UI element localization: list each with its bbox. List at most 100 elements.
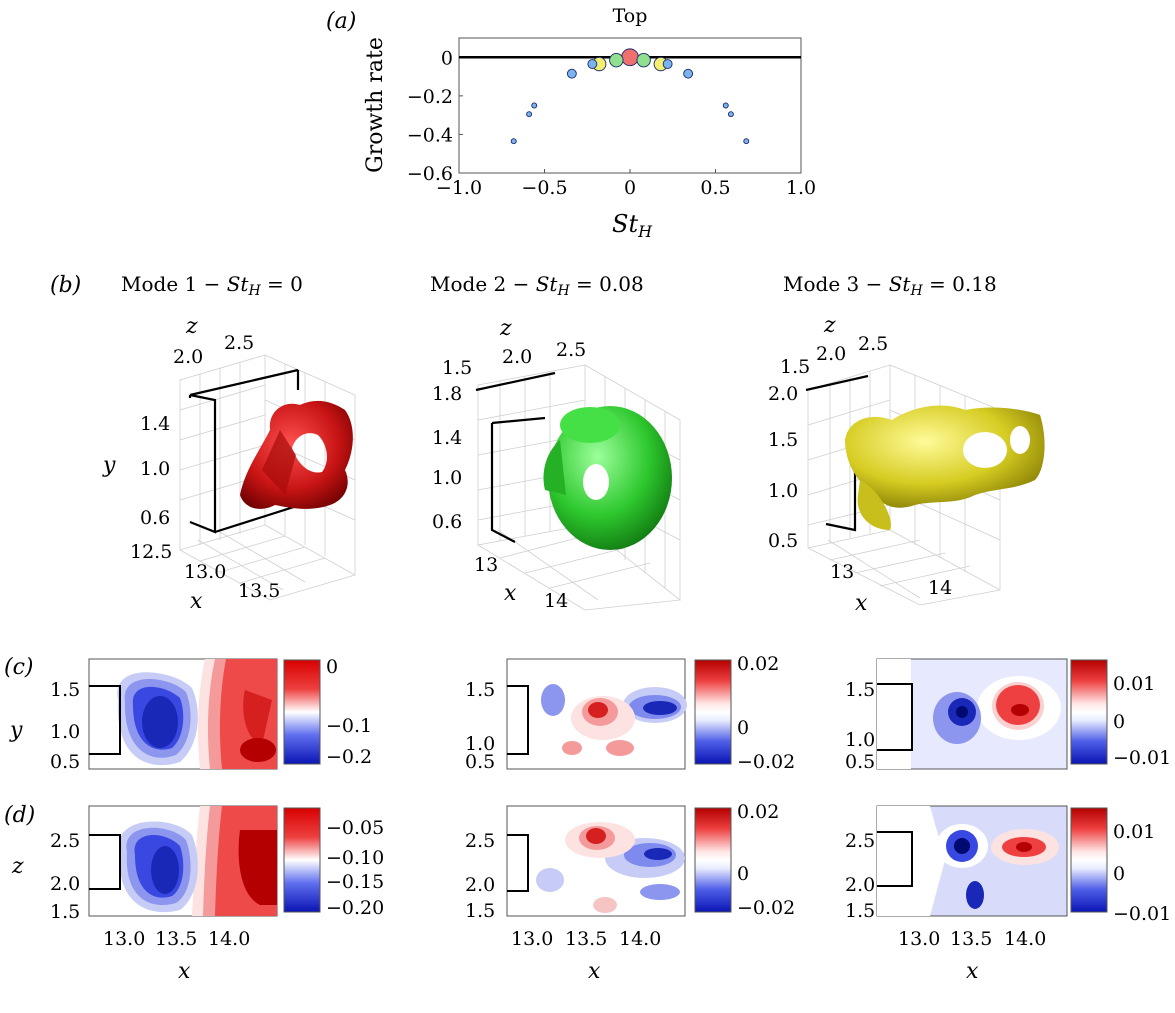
colorbar-tick: 0.02 — [737, 801, 779, 823]
colorbar-tick: −0.2 — [326, 746, 372, 768]
contour-d-mode-2 — [506, 805, 686, 917]
eigenvalue-point — [526, 111, 533, 118]
x-tick-label: 0.5 — [700, 177, 730, 199]
d-ytick: 2.0 — [465, 874, 495, 896]
z-tick: 2.0 — [173, 346, 203, 368]
eigenvalue-point — [609, 53, 624, 68]
x-tick: 14.0 — [1004, 928, 1046, 950]
y-tick: 2.0 — [768, 383, 798, 405]
d-ytick: 2.5 — [50, 830, 80, 852]
z-axis-label: z — [499, 316, 512, 341]
colorbar-tick: −0.20 — [326, 897, 384, 919]
colorbar-tick: −0.01 — [1113, 747, 1171, 769]
x-axis-label: x — [178, 959, 191, 984]
d-ytick: 1.5 — [465, 900, 495, 922]
mode-2-isosurface — [548, 406, 672, 550]
y-tick-label: −0.2 — [407, 86, 453, 108]
x-tick-label: 0 — [624, 177, 636, 199]
x-axis-label: StH — [612, 210, 653, 241]
eigenvalue-point — [722, 102, 729, 109]
y-tick-label: 0 — [441, 47, 453, 69]
y-tick: 0.5 — [768, 530, 798, 552]
z-tick: 2.0 — [502, 346, 532, 368]
y-tick: 0.6 — [140, 507, 170, 529]
x-axis-label: x — [855, 591, 868, 616]
colorbar-tick: −0.10 — [326, 847, 384, 869]
chart-title: Top — [613, 5, 648, 27]
panel-label-a: (a) — [326, 9, 356, 34]
eigenvalue-point — [566, 68, 577, 79]
y-tick: 1.0 — [768, 480, 798, 502]
x-tick: 13.0 — [898, 928, 940, 950]
colorbar-tick: −0.02 — [737, 897, 795, 919]
x-axis-label: x — [588, 959, 601, 984]
eigenvalue-point — [531, 102, 538, 109]
y-tick: 1.5 — [768, 429, 798, 451]
y-tick-label: −0.6 — [407, 163, 453, 185]
d-ytick: 2.0 — [845, 874, 875, 896]
colorbar-tick: 0 — [737, 863, 749, 885]
z-tick: 1.5 — [442, 357, 472, 379]
c-ytick: 1.0 — [50, 721, 80, 743]
panel-label-b: (b) — [50, 273, 81, 298]
y-axis-label: y — [102, 453, 116, 478]
mode-3-isosurface — [845, 405, 1045, 508]
colorbar-tick: 0 — [326, 656, 338, 678]
x-tick: 14 — [544, 590, 568, 612]
eigenvalue-point — [743, 138, 750, 145]
contour-c-mode-2 — [506, 658, 687, 770]
c-ytick: 1.0 — [845, 729, 875, 751]
z-tick: 2.0 — [816, 343, 846, 365]
colorbar-c3 — [1070, 659, 1108, 765]
x-tick: 13.0 — [103, 928, 145, 950]
colorbar-d3 — [1070, 807, 1108, 913]
y-tick-label: −0.4 — [407, 124, 453, 146]
colorbar-tick: −0.05 — [326, 817, 384, 839]
contour-d-mode-3 — [876, 805, 1068, 917]
y-tick: 1.4 — [140, 413, 170, 435]
c-ytick: 0.5 — [50, 751, 80, 773]
eigenvalue-point — [727, 111, 734, 118]
colorbar-d1 — [283, 807, 321, 913]
x-tick-label: −0.5 — [521, 177, 567, 199]
c-ytick: 1.0 — [465, 733, 495, 755]
panel-label-c: (c) — [4, 655, 34, 680]
x-axis-label: x — [190, 589, 203, 614]
x-tick-label: 1.0 — [786, 177, 816, 199]
contour-c-mode-1 — [88, 658, 278, 770]
colorbar-tick: 0 — [737, 717, 749, 739]
c-ylabel: y — [9, 718, 23, 743]
colorbar-d2 — [694, 807, 732, 913]
d-ytick: 2.5 — [845, 830, 875, 852]
x-tick: 13.5 — [565, 928, 607, 950]
eigenvalue-point — [636, 53, 651, 68]
c-ytick: 0.5 — [845, 751, 875, 773]
colorbar-c2 — [694, 659, 732, 765]
y-tick: 1.4 — [432, 427, 462, 449]
z-axis-label: z — [185, 314, 198, 339]
x-axis-label: x — [504, 581, 517, 606]
x-axis-label: x — [966, 959, 979, 984]
x-tick: 14.0 — [208, 928, 250, 950]
c-ytick: 1.5 — [465, 679, 495, 701]
contour-c-mode-3 — [876, 658, 1068, 770]
colorbar-c1 — [283, 659, 321, 765]
c-ytick: 0.5 — [465, 751, 495, 773]
contour-d-mode-1 — [88, 805, 278, 917]
y-axis-label: Growth rate — [363, 37, 388, 173]
eigenvalue-point — [683, 68, 694, 79]
growth-rate-chart: Top −1.0 −0.5 0 0.5 1.0 0 −0.2 −0.4 −0.6 Growth… — [363, 5, 816, 241]
y-tick: 1.0 — [140, 458, 170, 480]
d-ylabel: z — [11, 854, 24, 879]
colorbar-tick: −0.15 — [326, 871, 384, 893]
z-tick: 2.5 — [224, 332, 254, 354]
colorbar-tick: 0.02 — [737, 653, 779, 675]
x-tick: 13.5 — [155, 928, 197, 950]
z-axis-label: z — [823, 313, 836, 338]
mode-3-title: Mode 3 − StH = 0.18 — [783, 272, 997, 299]
x-tick: 13 — [830, 561, 854, 583]
eigenvalue-point — [621, 48, 639, 67]
mode-1-isosurface — [240, 400, 353, 509]
x-tick: 13.5 — [950, 928, 992, 950]
